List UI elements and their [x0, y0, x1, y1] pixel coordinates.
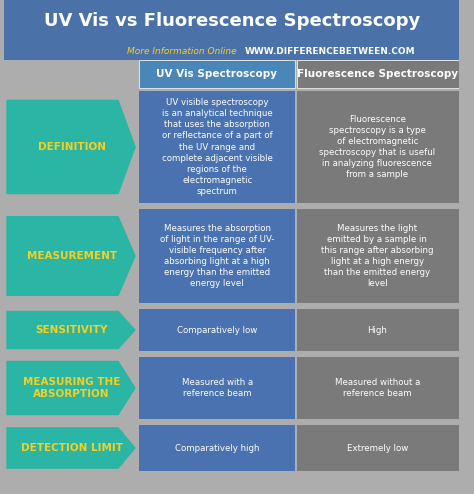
FancyBboxPatch shape: [139, 309, 295, 351]
Polygon shape: [6, 427, 136, 469]
Text: Measured without a
reference beam: Measured without a reference beam: [335, 378, 420, 398]
FancyBboxPatch shape: [139, 357, 295, 419]
Text: UV visible spectroscopy
is an analytical technique
that uses the absorption
or r: UV visible spectroscopy is an analytical…: [162, 98, 273, 196]
FancyBboxPatch shape: [4, 42, 459, 60]
Polygon shape: [6, 216, 136, 296]
Text: SENSITIVITY: SENSITIVITY: [36, 325, 108, 335]
Text: Fluorescence Spectroscopy: Fluorescence Spectroscopy: [297, 69, 458, 79]
Text: Measured with a
reference beam: Measured with a reference beam: [182, 378, 253, 398]
FancyBboxPatch shape: [297, 209, 459, 303]
Polygon shape: [6, 361, 136, 415]
FancyBboxPatch shape: [139, 425, 295, 471]
Text: UV Vis vs Fluorescence Spectroscopy: UV Vis vs Fluorescence Spectroscopy: [44, 12, 420, 30]
Text: High: High: [367, 326, 387, 334]
FancyBboxPatch shape: [297, 357, 459, 419]
Text: Comparatively high: Comparatively high: [175, 444, 260, 453]
FancyBboxPatch shape: [4, 0, 459, 42]
FancyBboxPatch shape: [297, 60, 459, 88]
FancyBboxPatch shape: [139, 91, 295, 203]
Text: More Information Online: More Information Online: [127, 46, 237, 55]
Text: Comparatively low: Comparatively low: [177, 326, 257, 334]
Text: Extremely low: Extremely low: [347, 444, 408, 453]
Text: UV Vis Spectroscopy: UV Vis Spectroscopy: [156, 69, 277, 79]
FancyBboxPatch shape: [139, 60, 295, 88]
FancyBboxPatch shape: [297, 91, 459, 203]
Text: Fluorescence
spectroscopy is a type
of electromagnetic
spectroscopy that is usef: Fluorescence spectroscopy is a type of e…: [319, 115, 436, 179]
Polygon shape: [6, 100, 136, 194]
FancyBboxPatch shape: [297, 425, 459, 471]
Text: MEASUREMENT: MEASUREMENT: [27, 251, 117, 261]
Text: WWW.DIFFERENCEBETWEEN.COM: WWW.DIFFERENCEBETWEEN.COM: [245, 46, 416, 55]
Text: DETECTION LIMIT: DETECTION LIMIT: [20, 443, 123, 453]
Text: DEFINITION: DEFINITION: [37, 142, 106, 152]
FancyBboxPatch shape: [297, 309, 459, 351]
Polygon shape: [6, 311, 136, 349]
Text: Measures the absorption
of light in the range of UV-
visible frequency after
abs: Measures the absorption of light in the …: [160, 224, 274, 288]
Text: Measures the light
emitted by a sample in
this range after absorbing
light at a : Measures the light emitted by a sample i…: [321, 224, 434, 288]
FancyBboxPatch shape: [139, 209, 295, 303]
Text: MEASURING THE
ABSORPTION: MEASURING THE ABSORPTION: [23, 377, 120, 399]
